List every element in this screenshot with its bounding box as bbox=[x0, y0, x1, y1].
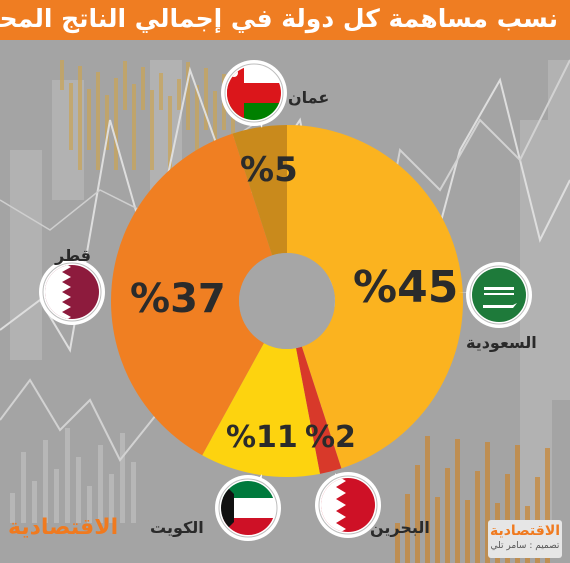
bg-bar bbox=[177, 79, 181, 110]
flag-script bbox=[484, 293, 514, 295]
flag-stripe-green bbox=[221, 481, 275, 498]
donut-hole bbox=[239, 253, 335, 349]
bg-bar bbox=[505, 474, 510, 563]
country-label-saudi: السعودية bbox=[466, 333, 537, 352]
bg-bar bbox=[54, 469, 59, 523]
bg-bar bbox=[87, 89, 91, 150]
bg-bar bbox=[60, 60, 64, 90]
bg-bar bbox=[123, 61, 127, 110]
donut-slice-saudi bbox=[287, 125, 464, 469]
bg-bar bbox=[10, 493, 15, 523]
callout-oman-flag bbox=[227, 66, 281, 120]
bg-bar bbox=[114, 78, 118, 170]
pct-label-bahrain: %2 bbox=[305, 420, 356, 455]
bg-bar bbox=[32, 481, 37, 523]
chart-title: نسب مساهمة كل دولة في إجمالي الناتج المح… bbox=[0, 4, 558, 33]
bg-bar bbox=[109, 474, 114, 523]
flag-stripe-red bbox=[221, 518, 275, 535]
bg-bar bbox=[485, 442, 490, 563]
bg-band bbox=[548, 60, 570, 400]
brand-logo-left: الاقتصادية bbox=[8, 515, 119, 540]
title-bar: نسب مساهمة كل دولة في إجمالي الناتج المح… bbox=[0, 0, 570, 40]
bg-bar bbox=[150, 90, 154, 170]
callout-kuwait bbox=[215, 474, 281, 541]
callout-bahrain bbox=[315, 472, 381, 538]
bg-bar bbox=[204, 68, 208, 130]
bg-bar bbox=[132, 84, 136, 170]
callout-oman bbox=[221, 60, 287, 128]
callout-qatar bbox=[39, 259, 105, 325]
callout-saudi bbox=[458, 262, 532, 328]
donut-slice-qatar bbox=[110, 133, 273, 456]
brand-logo-right: الاقتصادية تصميم : سامر تلي bbox=[488, 520, 562, 558]
bg-bar bbox=[545, 448, 550, 563]
flag-sword bbox=[483, 303, 517, 308]
bg-bar bbox=[69, 83, 73, 150]
pct-label-oman: %5 bbox=[240, 150, 298, 190]
bg-bar bbox=[445, 468, 450, 563]
bg-bar bbox=[168, 96, 172, 170]
flag-stripe-white bbox=[221, 498, 275, 518]
callout-saudi-flag bbox=[472, 268, 526, 322]
bg-bar bbox=[515, 445, 520, 563]
brand-logo-right-name: الاقتصادية bbox=[489, 523, 561, 539]
callout-qatar-flag bbox=[45, 265, 99, 319]
designer-credit: تصميم : سامر تلي bbox=[490, 541, 560, 551]
flag-hoist bbox=[227, 66, 244, 120]
bg-bar bbox=[425, 436, 430, 563]
bg-bar bbox=[455, 439, 460, 563]
bg-bar bbox=[186, 62, 190, 130]
bg-bar bbox=[76, 457, 81, 523]
bg-bar bbox=[405, 494, 410, 563]
bg-bar bbox=[96, 72, 100, 170]
country-label-oman: عمان bbox=[288, 88, 330, 107]
bg-bar bbox=[415, 465, 420, 563]
bg-bar bbox=[105, 95, 109, 150]
bg-bar bbox=[131, 462, 136, 523]
bg-bar bbox=[120, 433, 125, 523]
callout-kuwait-flag bbox=[221, 481, 275, 535]
bg-bar bbox=[159, 73, 163, 110]
donut-slice-kuwait bbox=[202, 343, 320, 477]
bg-bar bbox=[43, 440, 48, 523]
bg-band bbox=[10, 150, 42, 360]
bg-bar bbox=[65, 428, 70, 523]
bg-bar bbox=[465, 500, 470, 563]
bg-bar bbox=[87, 486, 92, 523]
flag-script bbox=[484, 287, 514, 290]
donut-slice-bahrain bbox=[295, 346, 342, 474]
bg-bar bbox=[141, 67, 145, 110]
bg-bar bbox=[435, 497, 440, 563]
pct-label-kuwait: %11 bbox=[226, 420, 298, 455]
bg-bar bbox=[195, 85, 199, 190]
bg-bar bbox=[21, 452, 26, 523]
bg-bar bbox=[475, 471, 480, 563]
country-label-kuwait: الكويت bbox=[150, 518, 204, 537]
country-label-qatar: قطر bbox=[55, 246, 92, 265]
pct-label-saudi: %45 bbox=[353, 262, 459, 313]
bg-bar bbox=[78, 66, 82, 170]
pct-label-qatar: %37 bbox=[130, 276, 226, 322]
donut-slice-oman bbox=[232, 125, 287, 256]
bg-bar bbox=[98, 445, 103, 523]
bg-bar bbox=[395, 523, 400, 563]
country-label-bahrain: البحرين bbox=[370, 518, 430, 537]
